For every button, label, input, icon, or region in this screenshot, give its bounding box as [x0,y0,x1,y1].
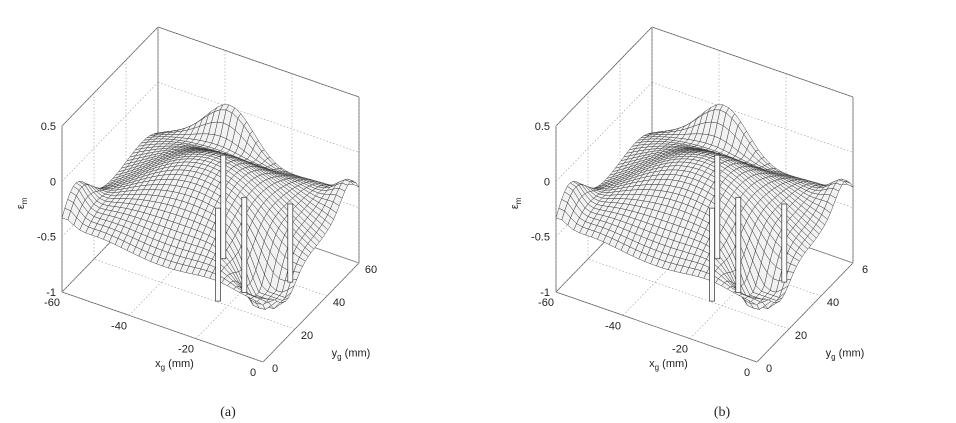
z-tick-label: -0.5 [37,232,56,244]
x-axis-label: xg (mm) [649,358,688,372]
y-tick-label: 20 [795,330,807,342]
x-tick-label: 0 [250,367,256,379]
x-tick-label: -60 [44,297,60,309]
x-tick-label: -20 [672,344,688,356]
tick-labels: 0.5 0 -0.5 -1-60 -40 -20 0 0 20 40 6 [531,121,868,379]
figure-caption: (b) [714,405,731,420]
z-tick-label: 0.5 [535,121,550,133]
x-tick-label: -20 [178,344,194,356]
spike-columns [709,154,788,302]
y-tick-label: 0 [272,363,278,375]
z-axis-label: εm [509,197,523,209]
y-tick-label: 40 [333,297,345,309]
y-axis-label: yg (mm) [332,348,371,362]
y-tick-label: 6 [862,264,868,276]
x-tick-label: 0 [744,367,750,379]
surface-plot-a: 0.5 0 -0.5 -1-60 -40 -20 0 0 20 40 60 εm xg (mm) yg (… [15,26,377,420]
figure-caption: (a) [220,405,236,420]
y-tick-label: 40 [827,297,839,309]
z-tick-label: 0 [544,176,550,188]
surface-mesh [555,104,854,310]
y-tick-label: 60 [365,264,377,276]
surface-mesh [61,104,360,310]
tick-labels: 0.5 0 -0.5 -1-60 -40 -20 0 0 20 40 60 [37,121,377,379]
x-axis-label: xg (mm) [155,358,194,372]
y-tick-label: 20 [301,330,313,342]
y-tick-label: 0 [766,363,772,375]
y-axis-label: yg (mm) [826,348,865,362]
z-tick-label: 0.5 [41,121,56,133]
surface-plot-b: 0.5 0 -0.5 -1-60 -40 -20 0 0 20 40 6 εm xg (mm) yg (m… [509,26,868,420]
x-tick-label: -40 [605,320,621,332]
x-tick-label: -60 [538,297,554,309]
z-tick-label: -0.5 [531,232,550,244]
x-tick-label: -40 [111,320,127,332]
spike-columns [215,154,294,302]
z-tick-label: 0 [50,176,56,188]
z-tick-label: -1 [540,287,550,299]
z-tick-label: -1 [46,287,56,299]
z-axis-label: εm [15,197,29,209]
